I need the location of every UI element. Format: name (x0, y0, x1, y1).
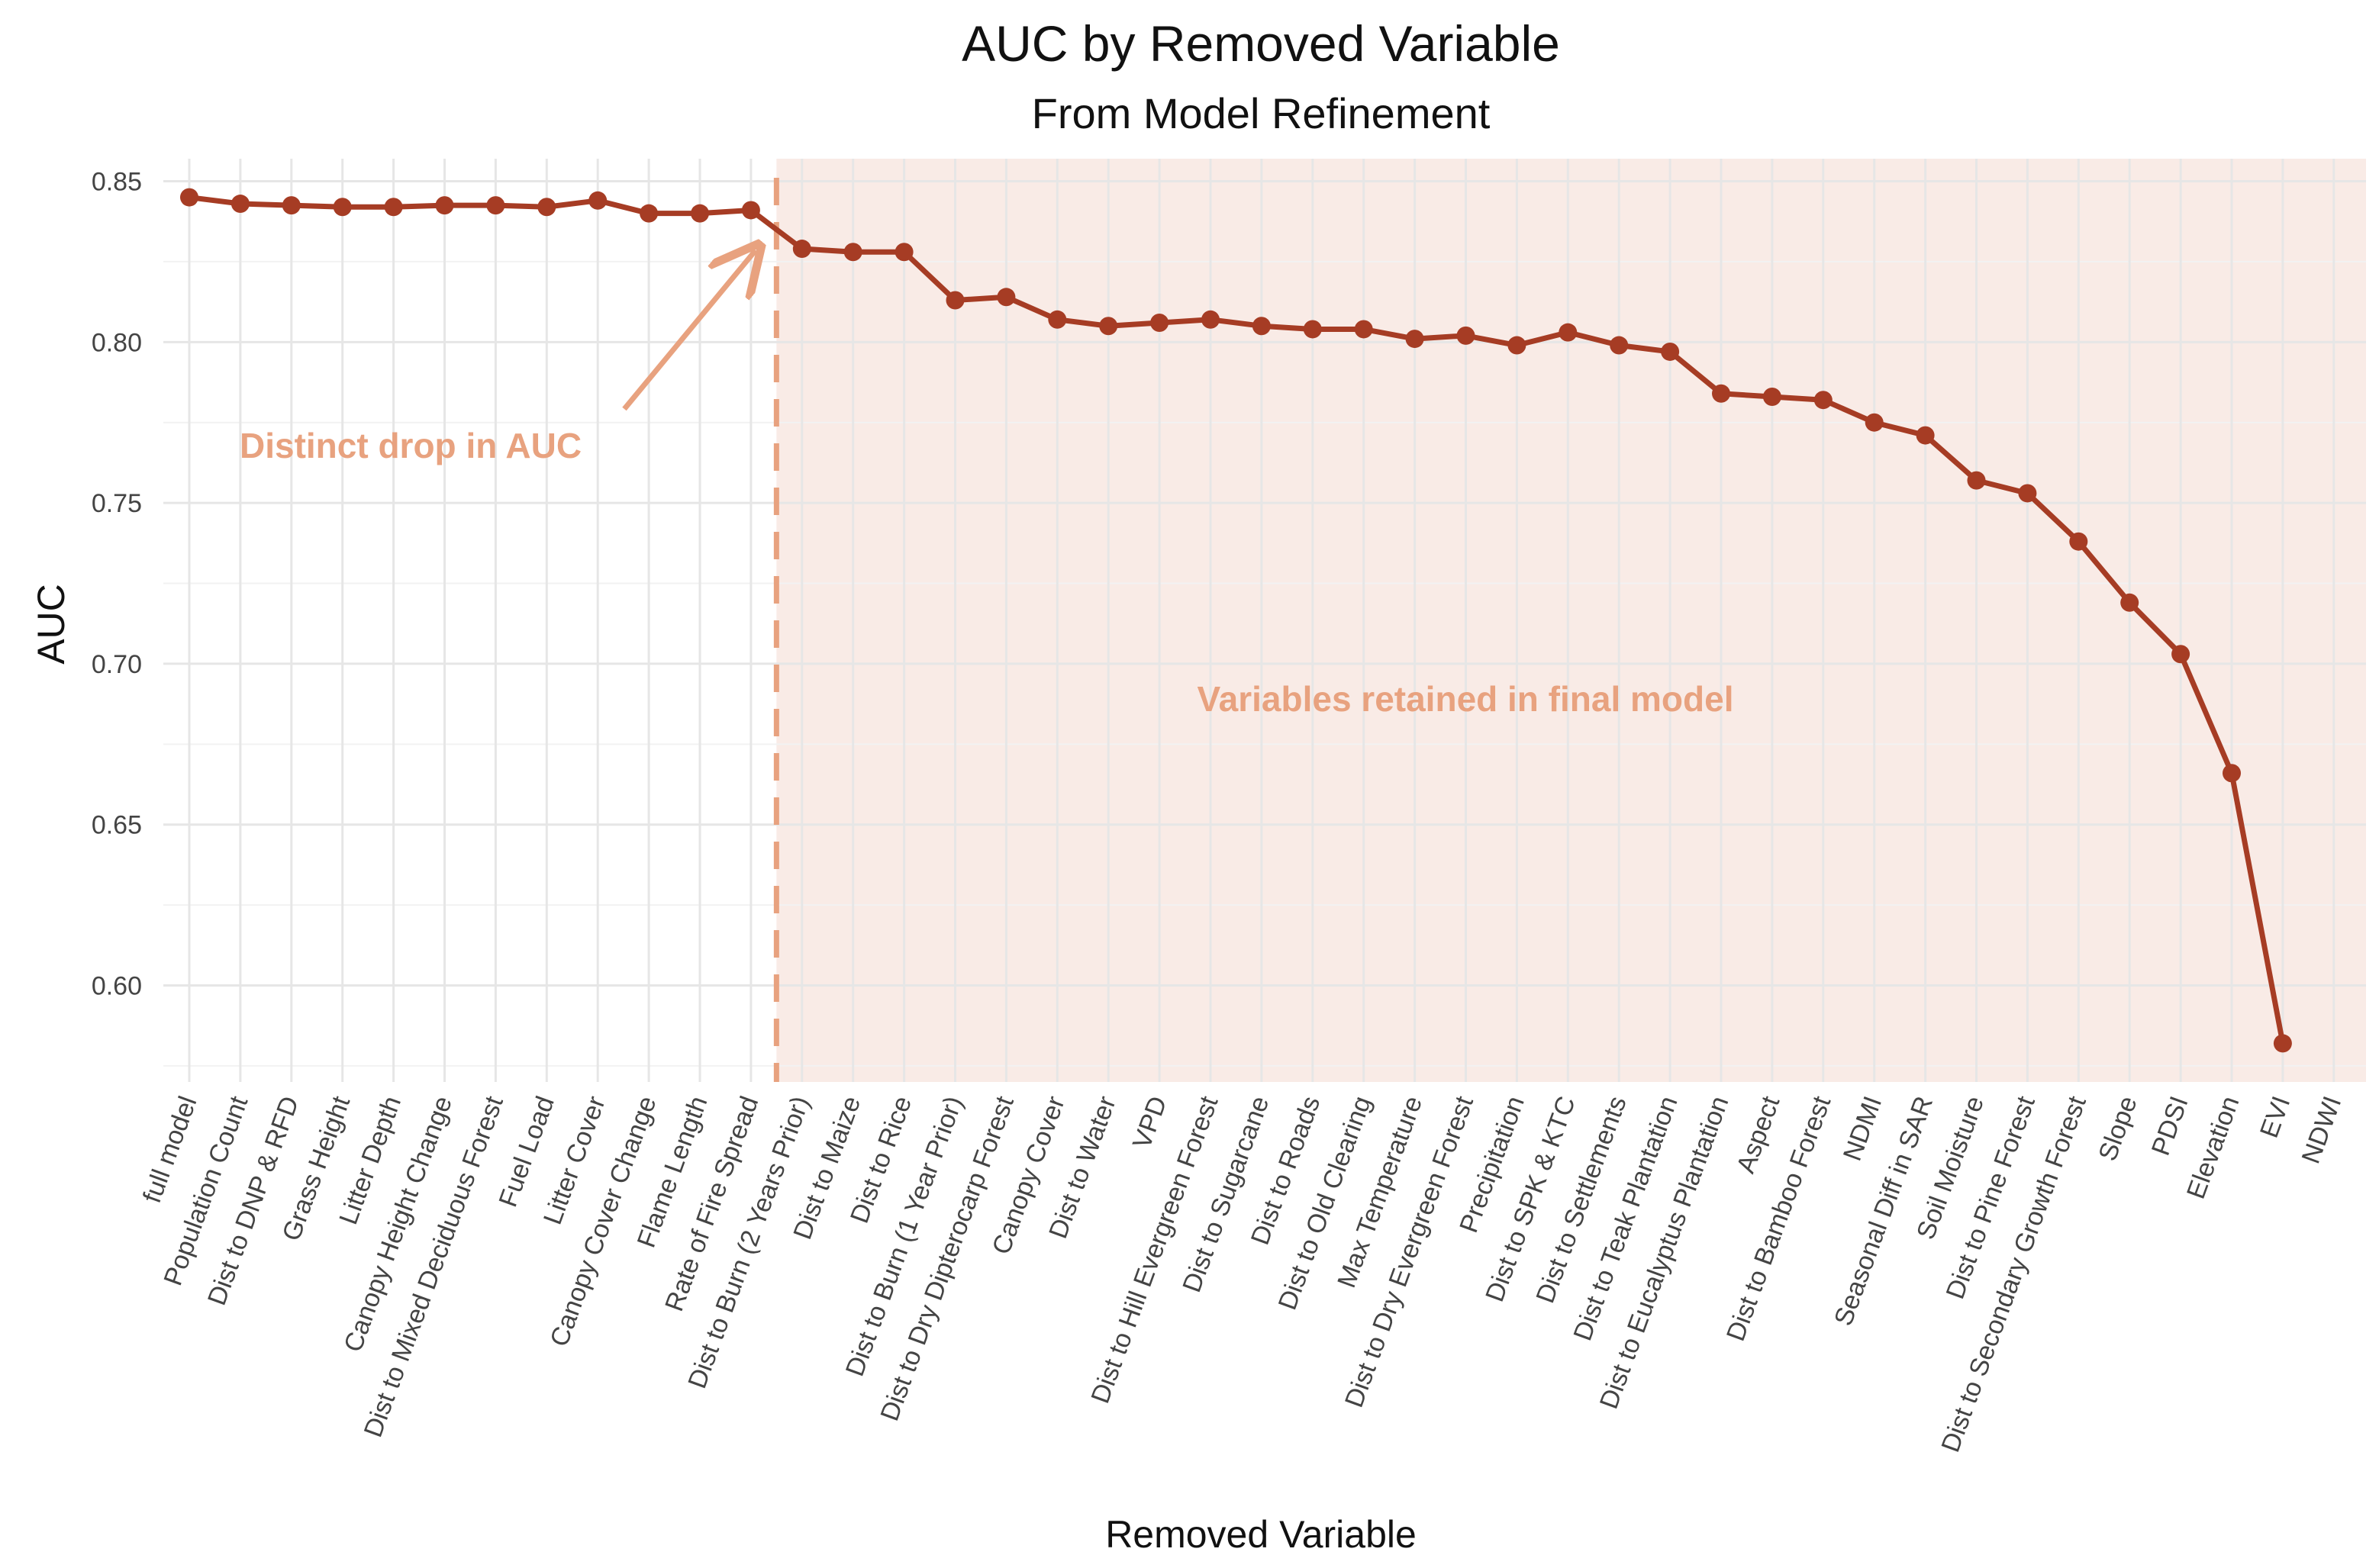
data-point (2171, 645, 2190, 664)
data-point (1150, 314, 1169, 333)
data-point (946, 291, 965, 310)
data-point (486, 196, 505, 215)
y-tick-label: 0.75 (92, 489, 142, 518)
x-tick-label: Aspect (1731, 1092, 1785, 1177)
data-point (2223, 764, 2241, 783)
x-tick-label: NDWI (2297, 1093, 2348, 1167)
data-point (333, 198, 352, 217)
data-point (1559, 323, 1578, 342)
data-point (1507, 336, 1526, 355)
y-tick-label: 0.65 (92, 811, 142, 840)
x-tick-label: Dist to Bamboo Forest (1721, 1092, 1837, 1344)
x-tick-label: NDMI (1838, 1093, 1887, 1165)
y-axis-title: AUC (30, 584, 73, 665)
data-point (843, 243, 862, 262)
data-point (1099, 317, 1118, 336)
data-point (1712, 384, 1730, 403)
data-point (588, 191, 608, 210)
auc-series (180, 188, 2292, 1053)
data-point (1303, 320, 1322, 339)
data-point (1610, 336, 1629, 355)
minor-gridlines (163, 260, 2366, 1067)
x-tick-label: PDSI (2146, 1093, 2194, 1160)
data-point (282, 196, 301, 215)
data-point (1354, 320, 1373, 339)
data-point (2018, 484, 2037, 503)
x-tick-label: EVI (2255, 1093, 2296, 1142)
data-point (1865, 413, 1884, 432)
y-tick-label: 0.80 (92, 328, 142, 357)
drop-annotation-text: Distinct drop in AUC (240, 426, 582, 465)
data-point (1405, 330, 1424, 349)
y-axis-ticks: 0.60 0.65 0.70 0.75 0.80 0.85 (92, 168, 142, 1001)
data-point (1916, 426, 1935, 445)
y-tick-label: 0.85 (92, 168, 142, 197)
data-point (1048, 310, 1067, 329)
data-point (537, 198, 556, 217)
data-point (1456, 326, 1475, 345)
data-point (1813, 391, 1833, 410)
data-point (895, 243, 914, 262)
x-tick-label: VPD (1127, 1093, 1173, 1153)
major-gridlines (163, 159, 2366, 1082)
data-point (1661, 342, 1680, 361)
data-point (2273, 1034, 2292, 1053)
data-point (741, 201, 760, 220)
data-point (997, 288, 1016, 307)
data-point (1201, 310, 1220, 329)
chart-title: AUC by Removed Variable (962, 15, 1560, 72)
y-tick-label: 0.60 (92, 972, 142, 1001)
data-point (1967, 471, 1986, 490)
data-point (180, 188, 198, 207)
data-point (384, 198, 403, 217)
retained-region-label: Variables retained in final model (1197, 679, 1733, 719)
data-point (1762, 387, 1781, 406)
x-tick-label: Slope (2093, 1093, 2142, 1165)
data-point (2069, 532, 2088, 551)
drop-annotation-arrow (622, 250, 756, 411)
data-point (230, 195, 250, 214)
data-point (1252, 317, 1271, 336)
data-point (435, 196, 454, 215)
data-point (640, 204, 659, 223)
chart-subtitle: From Model Refinement (1032, 89, 1491, 137)
x-axis-title: Removed Variable (1105, 1513, 1417, 1556)
data-point (2120, 593, 2139, 612)
y-tick-label: 0.70 (92, 650, 142, 679)
data-point (691, 204, 709, 223)
data-point (792, 240, 811, 259)
